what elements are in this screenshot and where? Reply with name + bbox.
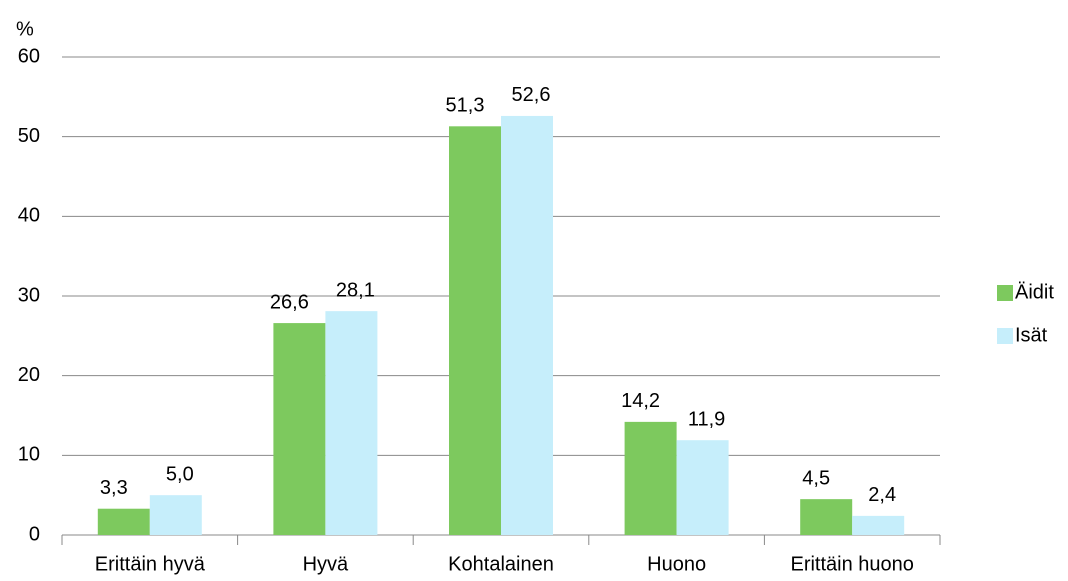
- bar: [149, 495, 202, 535]
- data-label: 11,9: [688, 408, 725, 430]
- legend-swatch: [997, 285, 1013, 301]
- data-label: 5,0: [166, 463, 194, 485]
- data-label: 3,3: [100, 477, 128, 499]
- y-tick-label: 40: [18, 205, 40, 227]
- bar: [449, 126, 501, 535]
- data-label: 52,6: [512, 84, 551, 106]
- data-label: 14,2: [621, 390, 660, 412]
- y-tick-label: 20: [18, 364, 40, 386]
- x-tick-label: Erittäin huono: [790, 553, 913, 575]
- x-tick-label: Erittäin hyvä: [95, 553, 206, 575]
- data-label: 4,5: [802, 467, 830, 489]
- bar: [676, 440, 729, 535]
- legend-label: Äidit: [1015, 281, 1054, 303]
- bar: [273, 323, 326, 535]
- data-label: 2,4: [868, 484, 896, 506]
- legend-label: Isät: [1015, 324, 1048, 346]
- x-tick-label: Kohtalainen: [448, 553, 554, 575]
- bar: [97, 508, 150, 535]
- y-tick-label: 0: [29, 523, 40, 545]
- bar: [325, 311, 378, 535]
- y-tick-label: 30: [18, 284, 40, 306]
- data-label: 51,3: [446, 95, 485, 117]
- y-tick-label: 60: [18, 45, 40, 67]
- legend-swatch: [997, 328, 1013, 344]
- data-label: 28,1: [336, 279, 375, 301]
- bar: [852, 515, 905, 535]
- bar: [624, 421, 677, 535]
- data-label: 26,6: [270, 291, 309, 313]
- y-tick-label: 50: [18, 125, 40, 147]
- x-tick-label: Hyvä: [303, 553, 349, 575]
- y-axis-label: %: [16, 18, 34, 40]
- bar: [800, 499, 853, 535]
- x-tick-label: Huono: [647, 553, 706, 575]
- bar: [501, 115, 553, 535]
- y-tick-label: 10: [18, 444, 40, 466]
